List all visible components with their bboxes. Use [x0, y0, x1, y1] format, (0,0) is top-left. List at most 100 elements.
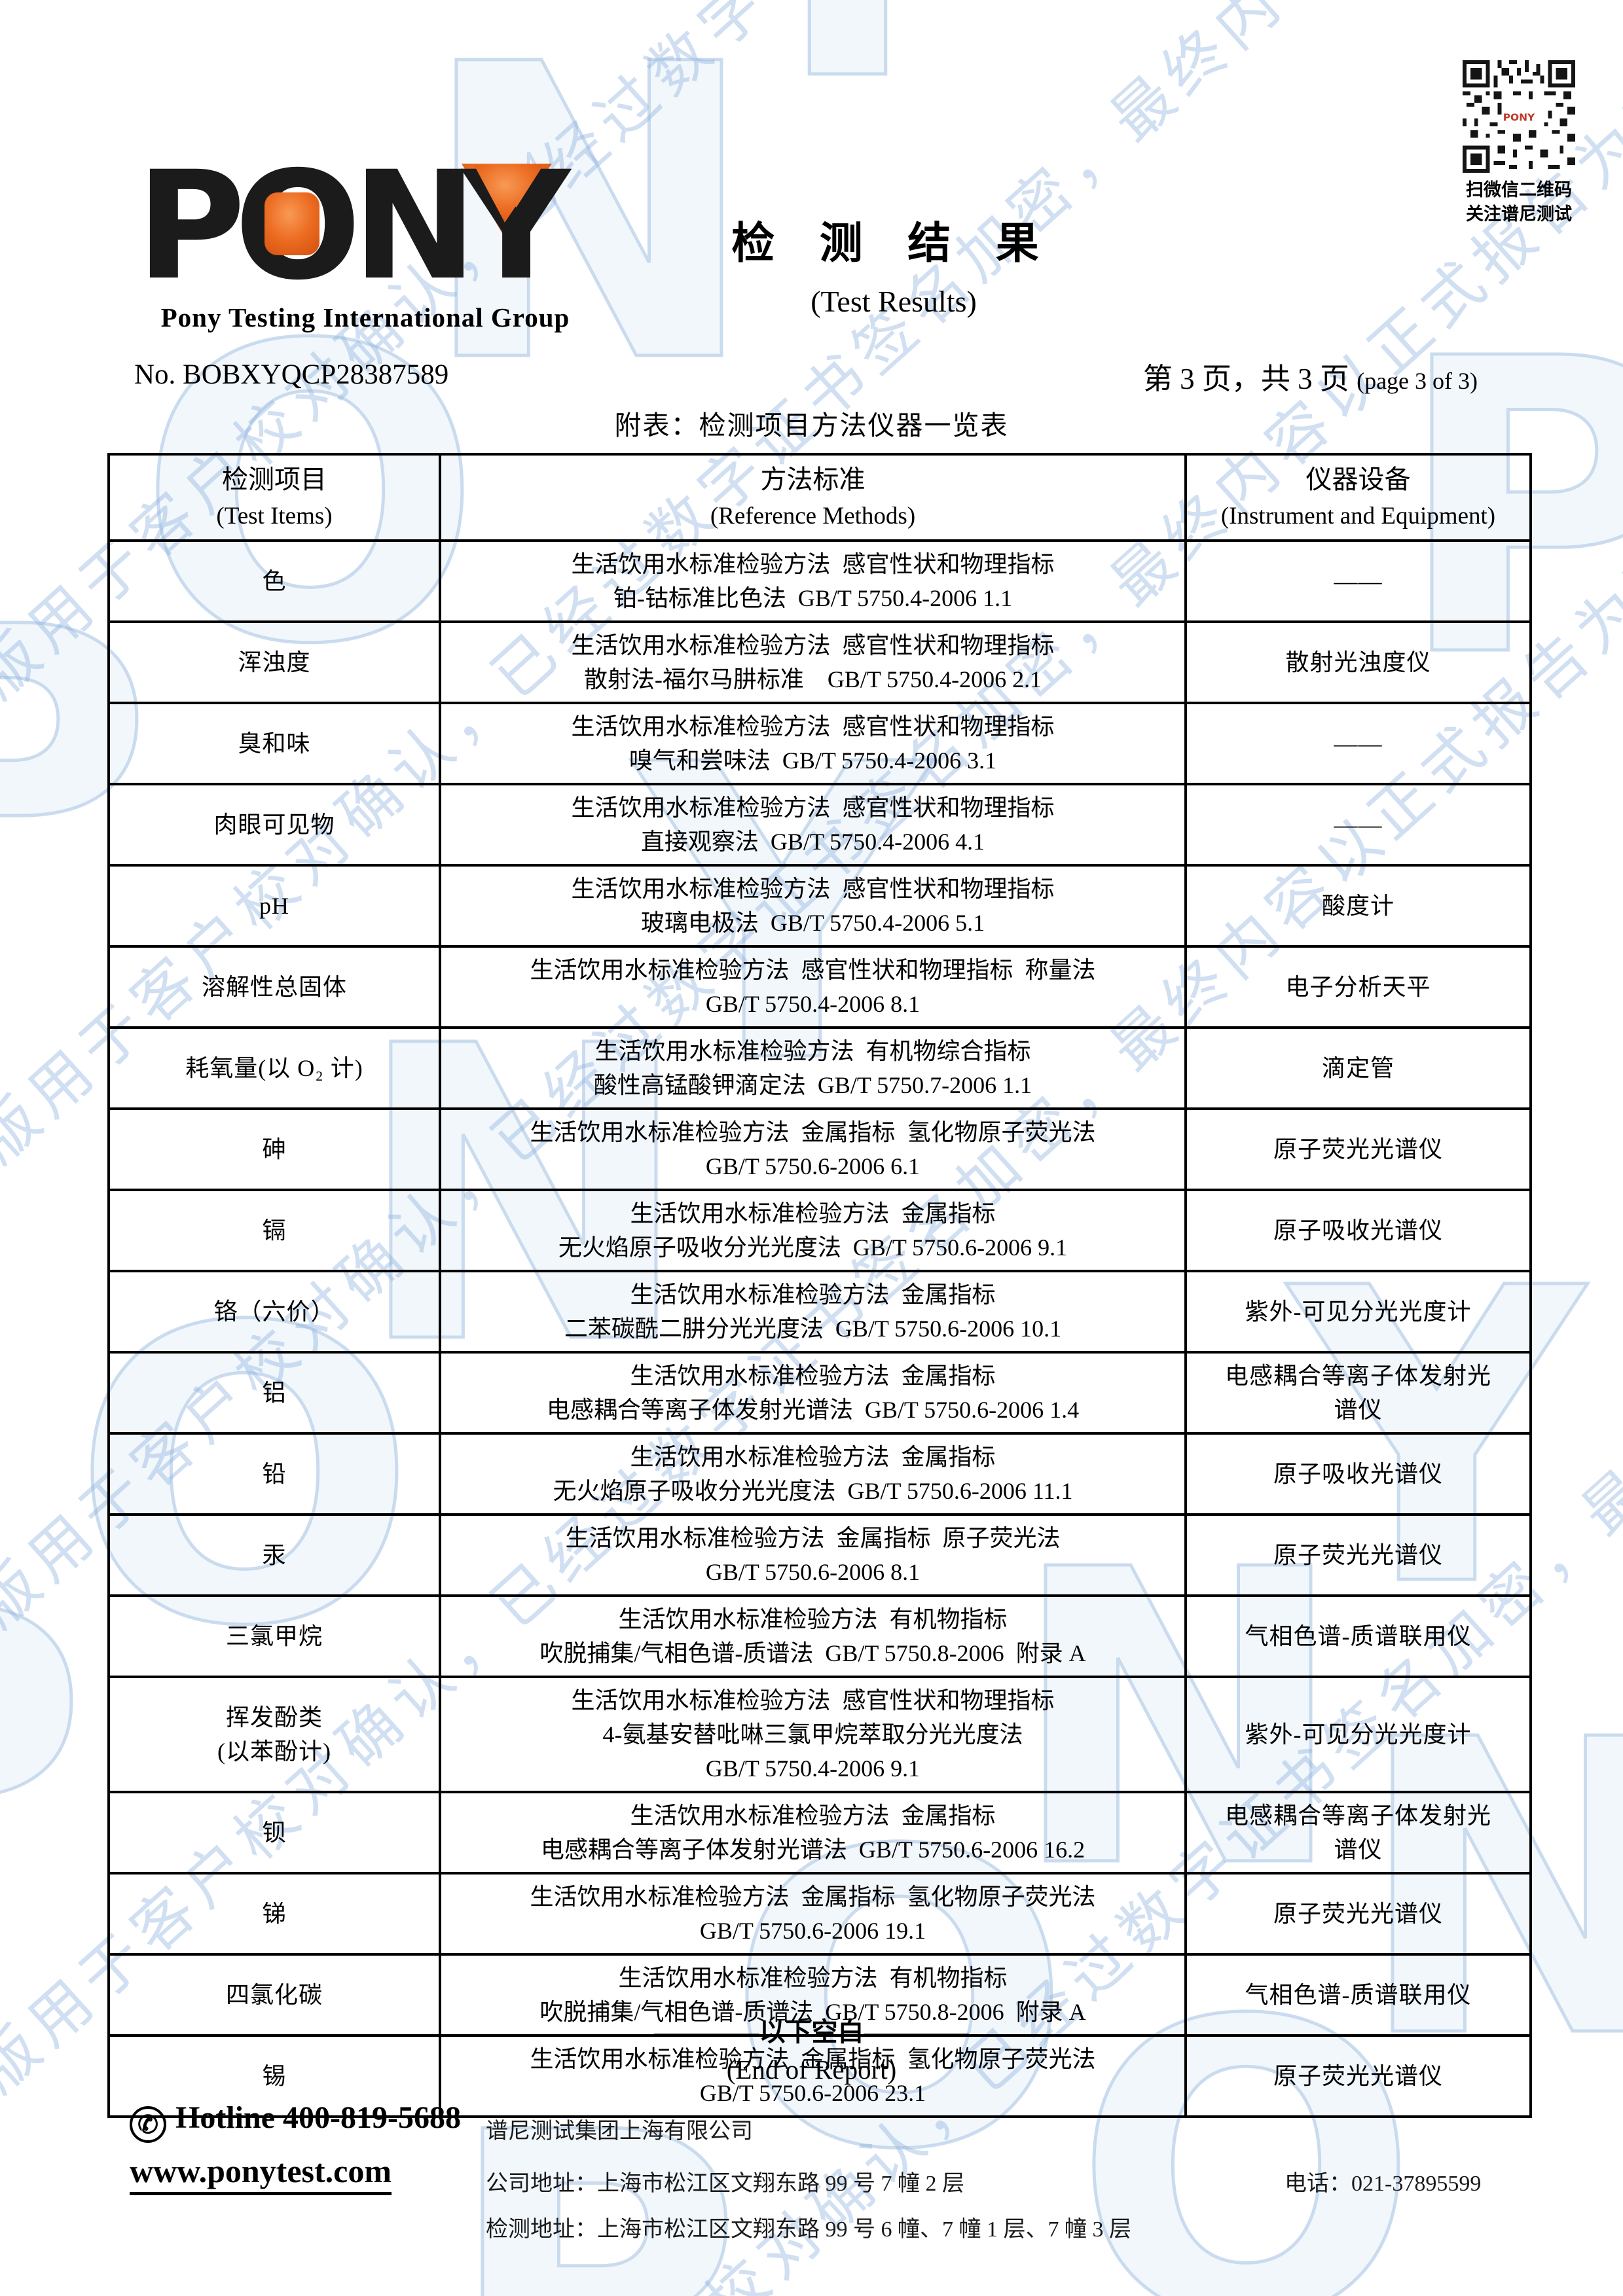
table-row: 铅 生活饮用水标准检验方法 金属指标 无火焰原子吸收分光光度法 GB/T 5750.…	[107, 1432, 1532, 1516]
instrument-cell: 原子吸收光谱仪	[1184, 1189, 1532, 1272]
method-cell: 生活饮用水标准检验方法 金属指标 原子荧光法 GB/T 5750.6-2006 8…	[439, 1513, 1187, 1597]
end-of-report-label: (End of Report)	[726, 2054, 897, 2085]
cell-line: 生活饮用水标准检验方法 感官性状和物理指标	[571, 713, 1055, 740]
test-item-cell: 臭和味	[107, 702, 441, 785]
cell-line: GB/T 5750.4-2006 8.1	[705, 991, 921, 1017]
cell-line: 砷	[262, 1136, 287, 1162]
cell-line: 生活饮用水标准检验方法 感官性状和物理指标	[571, 551, 1055, 577]
test-item-cell: 三氯甲烷	[107, 1594, 441, 1678]
table-row: 浑浊度 生活饮用水标准检验方法 感官性状和物理指标 散射法-福尔马肼标准 GB/T …	[107, 620, 1532, 704]
instrument-cell: 电感耦合等离子体发射光 谱仪	[1184, 1791, 1532, 1874]
cell-line: 原子吸收光谱仪	[1273, 1217, 1443, 1244]
cell-line: 溶解性总固体	[201, 974, 347, 1000]
method-cell: 生活饮用水标准检验方法 感官性状和物理指标 玻璃电极法 GB/T 5750.4-2…	[439, 864, 1187, 948]
instrument-cell: 散射光浊度仪	[1184, 620, 1532, 704]
cell-line: 生活饮用水标准检验方法 金属指标	[630, 1282, 996, 1308]
cell-line: 原子吸收光谱仪	[1273, 1461, 1443, 1487]
cell-line: 电感耦合等离子体发射光谱法 GB/T 5750.6-2006 1.4	[546, 1397, 1080, 1423]
test-item-cell: 溶解性总固体	[107, 945, 441, 1029]
instrument-cell: 原子荧光光谱仪	[1184, 1513, 1532, 1597]
test-item-cell: 色	[107, 539, 441, 623]
lab-address: 检测地址：上海市松江区文翔东路 99 号 6 幢、7 幢 1 层、7 幢 3 层	[486, 2217, 1131, 2242]
cell-line: 4-氨基安替吡啉三氯甲烷萃取分光光度法	[602, 1721, 1023, 1748]
cell-line: 肉眼可见物	[213, 812, 335, 838]
cell-line: 生活饮用水标准检验方法 金属指标 氢化物原子荧光法	[530, 1119, 1096, 1145]
cell-line: 无火焰原子吸收分光光度法 GB/T 5750.6-2006 9.1	[558, 1234, 1068, 1261]
cell-line: ——	[1334, 568, 1383, 594]
page-indicator-cn: 第 3 页，共 3 页	[1142, 363, 1357, 395]
column-header-en: (Test Items)	[216, 503, 333, 529]
test-item-cell: 四氯化碳	[107, 1953, 441, 2037]
column-header-cn: 仪器设备	[1305, 465, 1411, 494]
cell-line: 臭和味	[238, 730, 311, 757]
svg-text:N: N	[352, 149, 477, 295]
cell-line: 原子荧光光谱仪	[1273, 1136, 1443, 1162]
qr-center-logo: PONY	[1503, 112, 1535, 124]
instrument-cell: 滴定管	[1184, 1026, 1532, 1110]
cell-line: 二苯碳酰二肼分光光度法 GB/T 5750.6-2006 10.1	[564, 1316, 1062, 1342]
table-row: 锡 生活饮用水标准检验方法 金属指标 氢化物原子荧光法 GB/T 5750.6-20…	[107, 2034, 1532, 2118]
cell-line: 生活饮用水标准检验方法 感官性状和物理指标	[571, 1687, 1055, 1713]
svg-text:P: P	[136, 149, 246, 295]
method-cell: 生活饮用水标准检验方法 有机物指标 吹脱捕集/气相色谱-质谱法 GB/T 5750…	[439, 1953, 1187, 2037]
test-item-cell: pH	[107, 864, 441, 948]
cell-line: 吹脱捕集/气相色谱-质谱法 GB/T 5750.8-2006 附录 A	[539, 1640, 1086, 1666]
table-row: 耗氧量(以 O₂ 计) 生活饮用水标准检验方法 有机物综合指标 酸性高锰酸钾滴定法 …	[107, 1026, 1532, 1110]
cell-line: 原子荧光光谱仪	[1273, 2063, 1443, 2089]
table-row: 四氯化碳 生活饮用水标准检验方法 有机物指标 吹脱捕集/气相色谱-质谱法 GB/T …	[107, 1953, 1532, 2037]
column-header-en: (Instrument and Equipment)	[1220, 503, 1496, 529]
cell-line: 生活饮用水标准检验方法 金属指标 氢化物原子荧光法	[530, 1884, 1096, 1910]
column-header-reference-methods: 方法标准 (Reference Methods)	[439, 453, 1187, 542]
cell-line: ——	[1334, 730, 1383, 757]
page-indicator: 第 3 页，共 3 页 (page 3 of 3)	[1143, 355, 1478, 397]
cell-line: (以苯酚计)	[217, 1738, 331, 1765]
instrument-cell: 电感耦合等离子体发射光 谱仪	[1184, 1351, 1532, 1435]
method-cell: 生活饮用水标准检验方法 有机物综合指标 酸性高锰酸钾滴定法 GB/T 5750.7…	[439, 1026, 1187, 1110]
company-address: 公司地址：上海市松江区文翔东路 99 号 7 幢 2 层	[486, 2172, 964, 2196]
cell-line: GB/T 5750.6-2006 8.1	[705, 1559, 921, 1585]
table-row: 三氯甲烷 生活饮用水标准检验方法 有机物指标 吹脱捕集/气相色谱-质谱法 GB/T …	[107, 1594, 1532, 1678]
cell-line: 四氯化碳	[225, 1982, 323, 2008]
table-row: 挥发酚类 (以苯酚计) 生活饮用水标准检验方法 感官性状和物理指标 4-氨基安替吡啉三…	[107, 1676, 1532, 1793]
page-indicator-en: (page 3 of 3)	[1357, 368, 1478, 394]
column-header-cn: 方法标准	[760, 465, 866, 494]
column-header-test-items: 检测项目 (Test Items)	[107, 453, 441, 542]
hotline: ✆ Hotline 400-819-5688	[130, 2100, 461, 2143]
cell-line: 挥发酚类	[225, 1704, 323, 1731]
instrument-cell: 原子荧光光谱仪	[1184, 1872, 1532, 1956]
method-cell: 生活饮用水标准检验方法 金属指标 电感耦合等离子体发射光谱法 GB/T 5750.…	[439, 1791, 1187, 1874]
cell-line: 生活饮用水标准检验方法 金属指标	[630, 1200, 996, 1227]
method-cell: 生活饮用水标准检验方法 感官性状和物理指标 散射法-福尔马肼标准 GB/T 575…	[439, 620, 1187, 704]
method-cell: 生活饮用水标准检验方法 金属指标 氢化物原子荧光法 GB/T 5750.6-200…	[439, 1107, 1187, 1191]
hotline-label: Hotline 400-819-5688	[175, 2100, 461, 2135]
cell-line: 谱仪	[1334, 1397, 1383, 1423]
cell-line: 生活饮用水标准检验方法 感官性状和物理指标	[571, 632, 1055, 658]
website-link[interactable]: www.ponytest.com	[130, 2152, 392, 2195]
page-title: 检 测 结 果	[731, 220, 1056, 268]
cell-line: 无火焰原子吸收分光光度法 GB/T 5750.6-2006 11.1	[553, 1478, 1073, 1504]
cell-line: 生活饮用水标准检验方法 有机物综合指标	[594, 1038, 1031, 1064]
cell-line: 嗅气和尝味法 GB/T 5750.4-2006 3.1	[629, 747, 997, 774]
qr-code-icon: PONY	[1463, 60, 1575, 173]
table-row: 溶解性总固体 生活饮用水标准检验方法 感官性状和物理指标 称量法 GB/T 5750…	[107, 945, 1532, 1029]
instrument-cell: 原子吸收光谱仪	[1184, 1432, 1532, 1516]
test-item-cell: 镉	[107, 1189, 441, 1272]
method-cell: 生活饮用水标准检验方法 金属指标 电感耦合等离子体发射光谱法 GB/T 5750.…	[439, 1351, 1187, 1435]
instrument-cell: 气相色谱-质谱联用仪	[1184, 1594, 1532, 1678]
cell-line: 原子荧光光谱仪	[1273, 1542, 1443, 1568]
test-item-cell: 砷	[107, 1107, 441, 1191]
company-telephone: 电话：021-37895599	[1285, 2172, 1482, 2196]
cell-line: 滴定管	[1321, 1055, 1395, 1081]
cell-line: 谱仪	[1334, 1837, 1383, 1863]
cell-line: 电感耦合等离子体发射光	[1224, 1803, 1491, 1829]
cell-line: 生活饮用水标准检验方法 感官性状和物理指标	[571, 795, 1055, 821]
test-item-cell: 锑	[107, 1872, 441, 1956]
cell-line: 吹脱捕集/气相色谱-质谱法 GB/T 5750.8-2006 附录 A	[539, 1999, 1086, 2025]
table-row: 汞 生活饮用水标准检验方法 金属指标 原子荧光法 GB/T 5750.6-2006 …	[107, 1513, 1532, 1597]
method-cell: 生活饮用水标准检验方法 感官性状和物理指标 直接观察法 GB/T 5750.4-2…	[439, 783, 1187, 867]
cell-line: 生活饮用水标准检验方法 金属指标	[630, 1803, 996, 1829]
table-row: 镉 生活饮用水标准检验方法 金属指标无火焰原子吸收分光光度法 GB/T 5750.…	[107, 1189, 1532, 1272]
instrument-cell: 气相色谱-质谱联用仪	[1184, 1953, 1532, 2037]
phone-icon: ✆	[130, 2106, 166, 2143]
cell-line: 酸性高锰酸钾滴定法 GB/T 5750.7-2006 1.1	[593, 1072, 1032, 1098]
